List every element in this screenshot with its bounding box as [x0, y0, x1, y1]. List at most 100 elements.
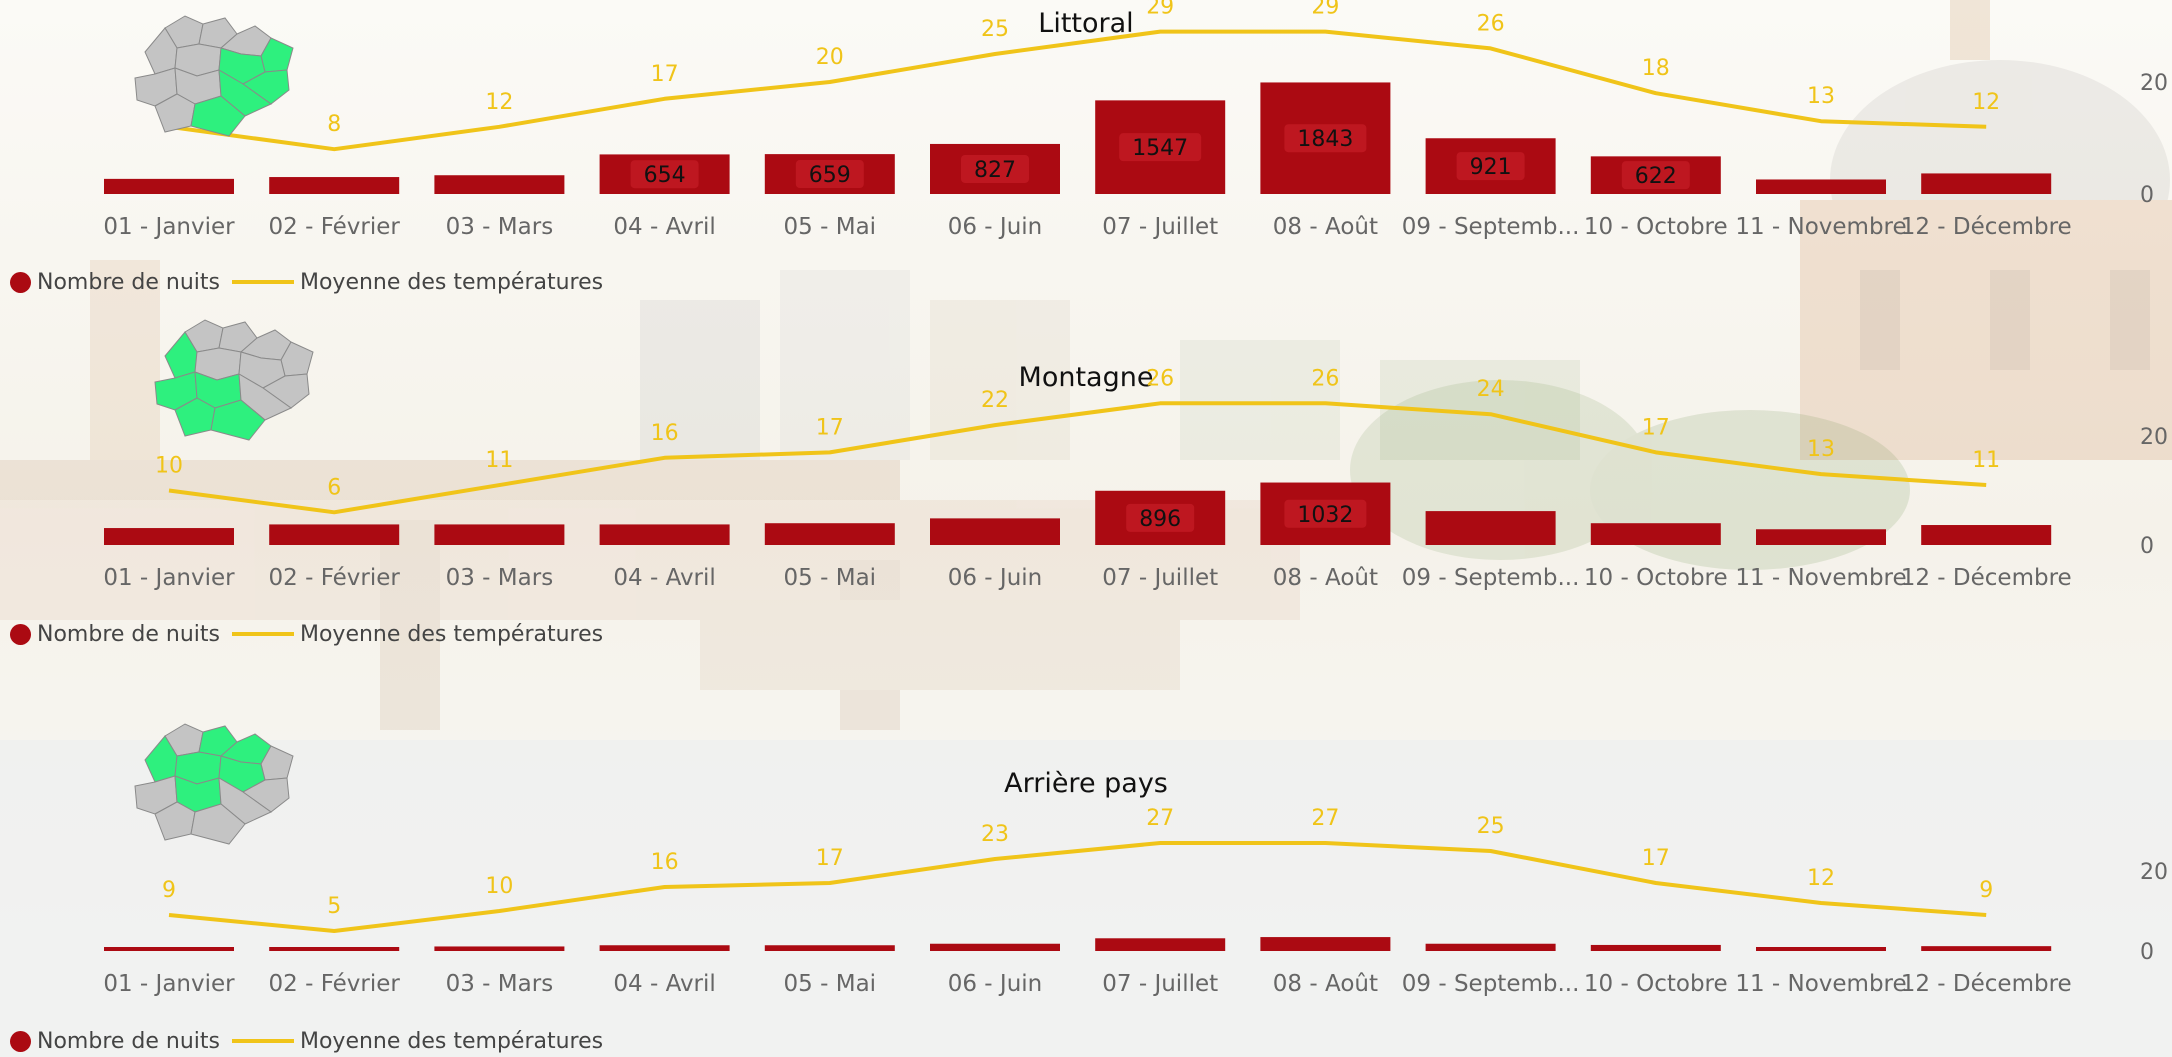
y-tick-label: 20 — [2140, 425, 2168, 450]
bar-10 — [1590, 523, 1721, 545]
bar-value-label: 1032 — [1297, 503, 1353, 528]
temperature-label: 17 — [1642, 846, 1670, 871]
bar-value-label: 1843 — [1297, 127, 1353, 152]
temperature-label: 5 — [327, 894, 341, 919]
x-tick-label: 11 - Novembre — [1735, 971, 1906, 997]
x-tick-label: 02 - Février — [269, 971, 401, 997]
region-map-montagne — [154, 319, 314, 441]
x-tick-label: 06 - Juin — [948, 214, 1043, 240]
map-department-highlighted — [210, 399, 266, 441]
temperature-label: 26 — [1477, 11, 1505, 36]
temperature-label: 17 — [1642, 415, 1670, 440]
legend-bar-label: Nombre de nuits — [37, 269, 220, 295]
x-tick-label: 07 - Juillet — [1102, 214, 1218, 240]
temperature-line — [168, 29, 1987, 152]
temperature-label: 29 — [1146, 0, 1174, 20]
temperature-label: 11 — [1972, 448, 2000, 473]
temperature-label: 24 — [1477, 377, 1505, 402]
region-map-littoral — [134, 15, 294, 137]
bar-value-label-bg — [1119, 133, 1202, 162]
bar-2 — [269, 947, 400, 951]
x-tick-label: 02 - Février — [269, 565, 401, 591]
bar-value-label: 896 — [1139, 507, 1181, 532]
temperature-label: 22 — [981, 388, 1009, 413]
legend-line-label: Moyenne des températures — [299, 1028, 604, 1054]
legend-bar-marker — [10, 271, 31, 293]
temperature-label: 6 — [327, 475, 341, 500]
map-department — [262, 373, 310, 409]
city-buildings — [90, 260, 1580, 460]
temperature-label: 16 — [651, 421, 679, 446]
bar-value-label: 654 — [644, 163, 686, 188]
temperature-label: 27 — [1311, 806, 1339, 831]
chart-legend: Nombre de nuits Moyenne des températures — [10, 619, 603, 649]
y-tick-label: 20 — [2140, 860, 2168, 885]
map-department — [242, 777, 290, 813]
temperature-label: 20 — [816, 45, 844, 70]
temperature-label: 10 — [155, 454, 183, 479]
river — [0, 740, 2172, 1057]
y-tick-label: 20 — [2140, 71, 2168, 96]
bar-2 — [269, 524, 400, 545]
temperature-label: 12 — [1807, 866, 1835, 891]
bar-value-label-bg — [1126, 503, 1195, 532]
x-tick-label: 07 - Juillet — [1102, 565, 1218, 591]
map-department — [190, 803, 246, 845]
temperature-label: 10 — [485, 874, 513, 899]
temperature-label: 25 — [1477, 814, 1505, 839]
combo-chart: 0 20 896 1032 10 6 11 16 17 22 26 26 24 17 13 11 01 - Ja… — [103, 366, 2168, 591]
region-map-arriere-pays — [134, 723, 294, 845]
temperature-label: 17 — [816, 415, 844, 440]
bar-value-label-bg — [1621, 161, 1690, 190]
temperature-label: 26 — [1311, 366, 1339, 391]
temperature-line — [168, 841, 1987, 933]
bar-2 — [269, 177, 400, 194]
chart-legend: Nombre de nuits Moyenne des températures — [10, 1026, 603, 1056]
bar-12 — [1921, 946, 2052, 951]
y-tick-label: 0 — [2140, 183, 2154, 208]
x-tick-label: 04 - Avril — [613, 971, 715, 997]
x-tick-label: 04 - Avril — [613, 214, 715, 240]
bar-5 — [764, 945, 895, 951]
x-tick-label: 05 - Mai — [784, 565, 877, 591]
x-tick-label: 01 - Janvier — [103, 971, 235, 997]
chart-legend: Nombre de nuits Moyenne des températures — [10, 267, 603, 297]
bar-12 — [1921, 173, 2052, 194]
bar-6 — [930, 518, 1060, 545]
bar-5 — [764, 523, 895, 545]
temperature-label: 18 — [1642, 56, 1670, 81]
bar-9 — [1425, 511, 1556, 545]
bridge — [0, 460, 1300, 730]
x-tick-label: 12 - Décembre — [1901, 565, 2072, 591]
temperature-label: 9 — [162, 878, 176, 903]
chart-title: Littoral — [1038, 8, 1134, 39]
x-tick-label: 03 - Mars — [446, 214, 554, 240]
x-tick-label: 11 - Novembre — [1735, 214, 1906, 240]
temperature-label: 12 — [1972, 90, 2000, 115]
x-tick-label: 03 - Mars — [446, 971, 554, 997]
bar-value-label: 827 — [974, 158, 1016, 183]
x-tick-label: 05 - Mai — [784, 971, 877, 997]
legend-line-marker — [231, 280, 294, 284]
bar-value-label-bg — [961, 154, 1029, 183]
bar-value-label-bg — [795, 160, 864, 189]
temperature-label: 25 — [981, 17, 1009, 42]
temperature-label: 29 — [1311, 0, 1339, 20]
legend-bar-marker — [10, 623, 31, 645]
temperature-label: 8 — [327, 112, 341, 137]
legend-line-marker — [231, 1039, 294, 1043]
x-tick-label: 12 - Décembre — [1901, 214, 2072, 240]
bar-4 — [599, 524, 730, 545]
bar-11 — [1756, 179, 1886, 194]
bar-1 — [104, 947, 234, 951]
temperature-label: 27 — [1146, 806, 1174, 831]
x-tick-label: 09 - Septemb... — [1402, 565, 1580, 591]
bar-3 — [434, 946, 565, 951]
temperature-line — [168, 401, 1987, 515]
x-tick-label: 04 - Avril — [613, 565, 715, 591]
x-tick-label: 03 - Mars — [446, 565, 554, 591]
y-tick-label: 0 — [2140, 534, 2154, 559]
bar-6 — [930, 943, 1060, 951]
bar-value-label-bg — [630, 160, 699, 189]
